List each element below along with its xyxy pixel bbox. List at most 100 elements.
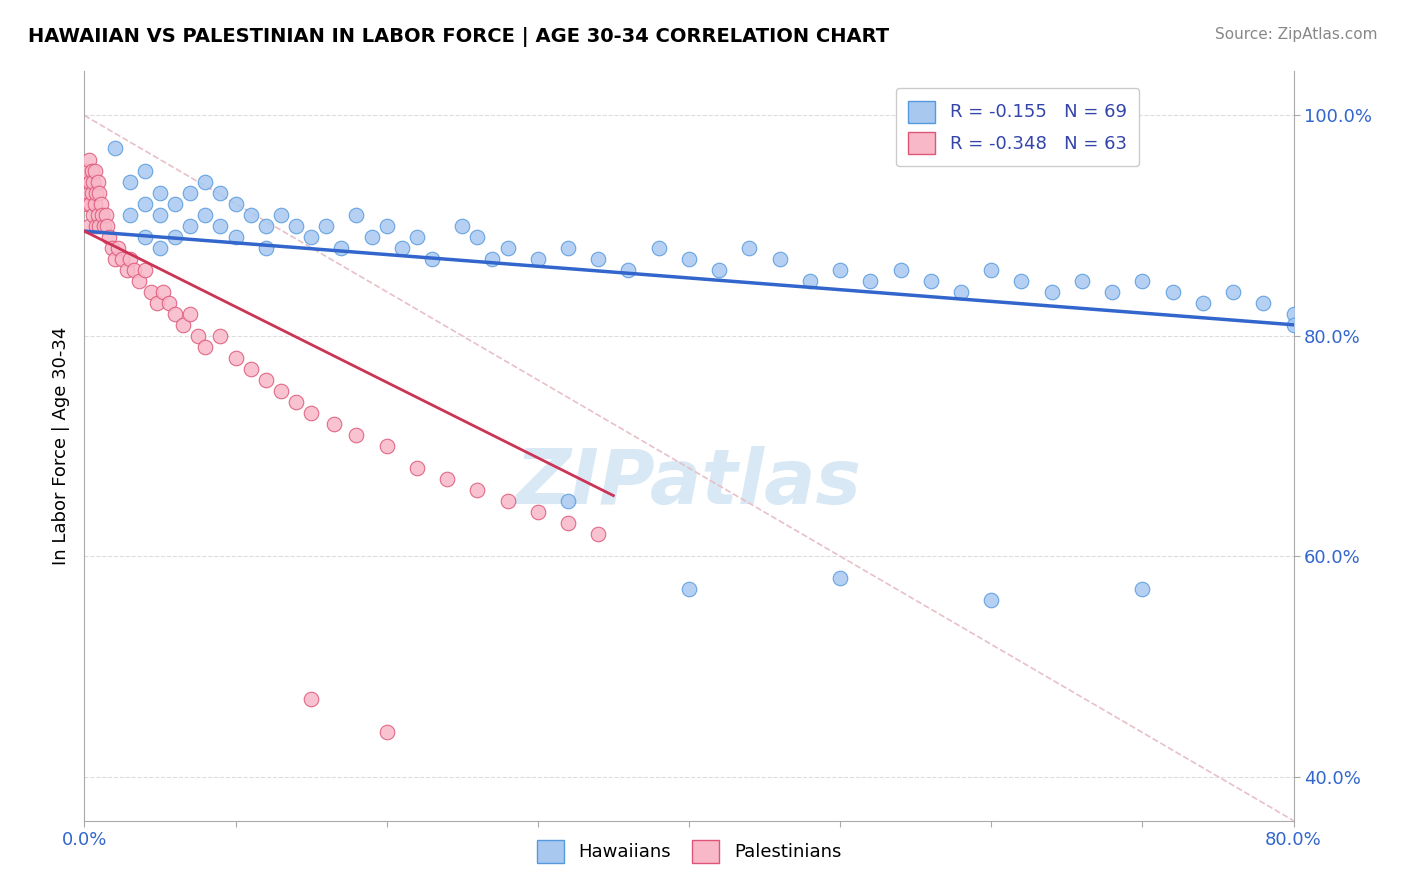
Point	[134, 163, 156, 178]
Point	[709, 262, 731, 277]
Point	[254, 373, 277, 387]
Point	[481, 252, 503, 266]
Point	[890, 262, 912, 277]
Point	[152, 285, 174, 299]
Point	[1101, 285, 1123, 299]
Point	[299, 406, 322, 420]
Point	[830, 571, 852, 585]
Point	[209, 186, 232, 200]
Point	[134, 196, 156, 211]
Point	[322, 417, 344, 431]
Point	[436, 472, 458, 486]
Point	[209, 328, 232, 343]
Point	[1161, 285, 1184, 299]
Point	[315, 219, 337, 233]
Point	[194, 340, 217, 354]
Point	[157, 295, 180, 310]
Point	[80, 186, 103, 200]
Point	[115, 262, 138, 277]
Point	[1282, 307, 1305, 321]
Point	[194, 208, 217, 222]
Point	[139, 285, 162, 299]
Point	[82, 208, 104, 222]
Point	[87, 175, 110, 189]
Point	[648, 241, 671, 255]
Point	[179, 186, 201, 200]
Point	[420, 252, 443, 266]
Point	[830, 262, 852, 277]
Point	[149, 208, 172, 222]
Point	[104, 252, 127, 266]
Point	[375, 439, 398, 453]
Point	[149, 241, 172, 255]
Point	[406, 229, 429, 244]
Point	[194, 175, 217, 189]
Point	[77, 153, 100, 167]
Point	[346, 208, 368, 222]
Point	[1040, 285, 1063, 299]
Point	[299, 692, 322, 706]
Point	[270, 208, 292, 222]
Point	[799, 274, 821, 288]
Point	[179, 307, 201, 321]
Point	[187, 328, 209, 343]
Point	[91, 208, 114, 222]
Point	[107, 241, 129, 255]
Point	[738, 241, 761, 255]
Point	[557, 516, 579, 530]
Point	[557, 494, 579, 508]
Point	[1222, 285, 1244, 299]
Point	[391, 241, 413, 255]
Point	[165, 229, 187, 244]
Point	[360, 229, 382, 244]
Point	[179, 219, 201, 233]
Point	[1011, 274, 1033, 288]
Point	[77, 219, 100, 233]
Point	[496, 494, 519, 508]
Point	[100, 241, 122, 255]
Point	[82, 175, 104, 189]
Point	[94, 208, 117, 222]
Point	[950, 285, 973, 299]
Point	[1130, 582, 1153, 597]
Point	[678, 252, 700, 266]
Point	[254, 219, 277, 233]
Point	[588, 252, 610, 266]
Point	[346, 428, 368, 442]
Point	[111, 252, 134, 266]
Point	[134, 229, 156, 244]
Legend: Hawaiians, Palestinians: Hawaiians, Palestinians	[527, 831, 851, 871]
Point	[1130, 274, 1153, 288]
Point	[1071, 274, 1094, 288]
Point	[76, 163, 98, 178]
Point	[90, 196, 112, 211]
Point	[375, 725, 398, 739]
Point	[678, 582, 700, 597]
Point	[920, 274, 942, 288]
Point	[165, 307, 187, 321]
Point	[75, 175, 97, 189]
Point	[122, 262, 145, 277]
Y-axis label: In Labor Force | Age 30-34: In Labor Force | Age 30-34	[52, 326, 70, 566]
Point	[330, 241, 353, 255]
Point	[254, 241, 277, 255]
Point	[76, 196, 98, 211]
Point	[451, 219, 474, 233]
Point	[172, 318, 194, 332]
Point	[406, 461, 429, 475]
Point	[980, 262, 1002, 277]
Point	[79, 196, 101, 211]
Point	[467, 229, 489, 244]
Point	[769, 252, 792, 266]
Point	[146, 295, 169, 310]
Point	[1282, 318, 1305, 332]
Point	[118, 208, 141, 222]
Point	[149, 186, 172, 200]
Point	[89, 219, 111, 233]
Point	[225, 351, 247, 365]
Point	[84, 196, 107, 211]
Point	[270, 384, 292, 398]
Point	[118, 252, 141, 266]
Text: HAWAIIAN VS PALESTINIAN IN LABOR FORCE | AGE 30-34 CORRELATION CHART: HAWAIIAN VS PALESTINIAN IN LABOR FORCE |…	[28, 27, 889, 46]
Point	[128, 274, 150, 288]
